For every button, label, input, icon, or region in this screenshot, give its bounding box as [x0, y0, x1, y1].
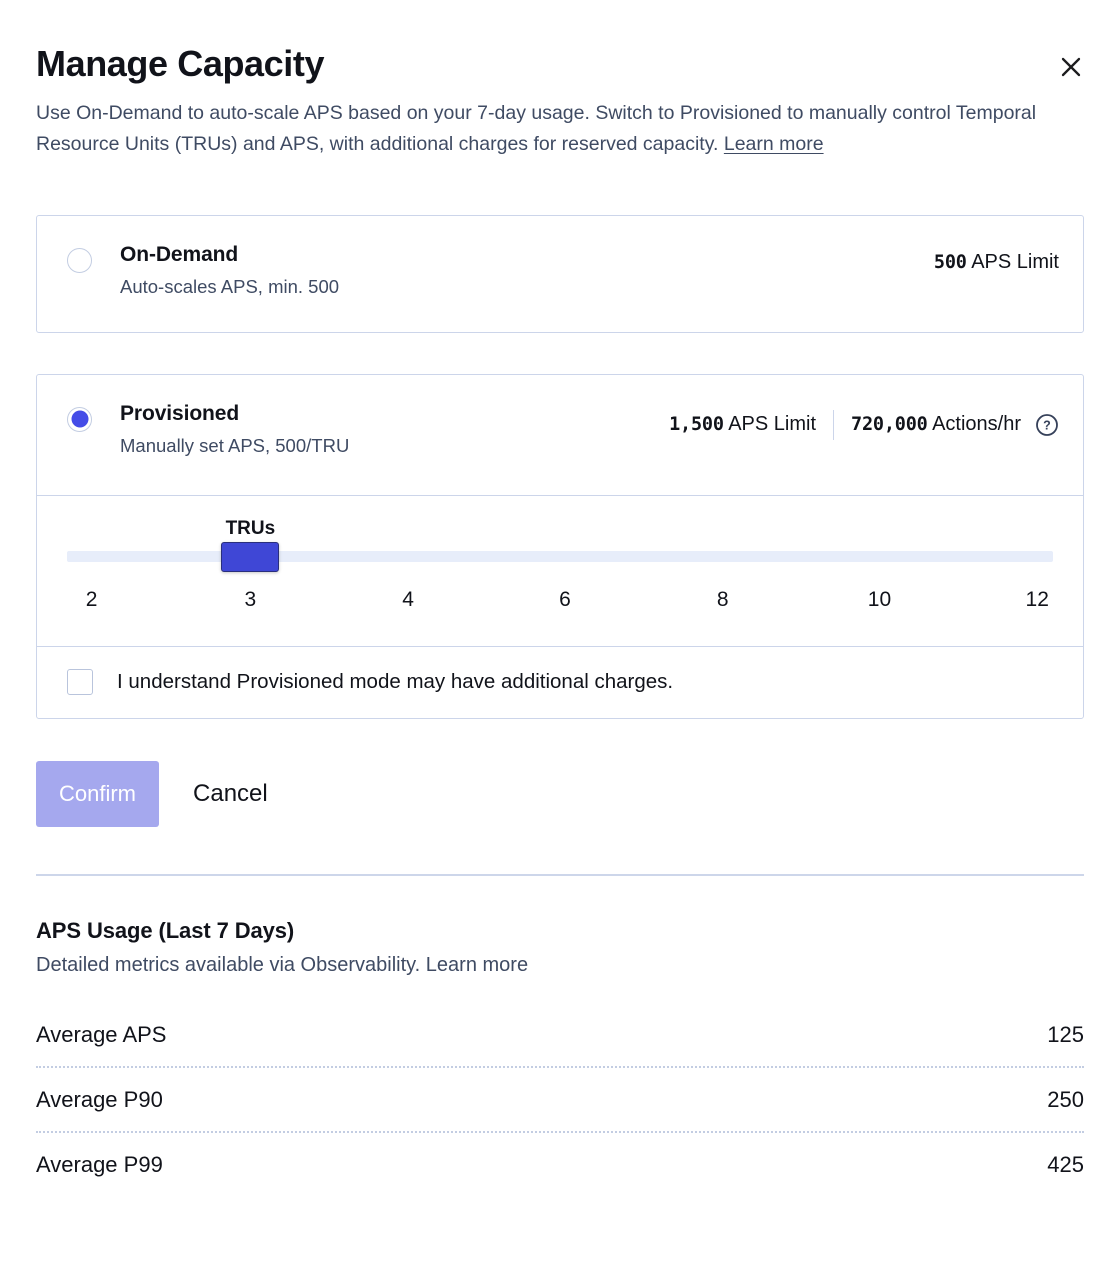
- provisioned-actions-value: 720,000: [851, 414, 928, 436]
- on-demand-aps-limit-unit: APS Limit: [966, 250, 1059, 273]
- on-demand-text: On-Demand Auto-scales APS, min. 500: [120, 242, 934, 300]
- tru-slider[interactable]: [67, 541, 1053, 572]
- on-demand-subtitle: Auto-scales APS, min. 500: [120, 276, 340, 297]
- provisioned-aps-limit-unit: APS Limit: [723, 413, 817, 436]
- slider-tick-2: 2: [85, 587, 98, 611]
- tru-slider-label: TRUs: [225, 517, 276, 539]
- provisioned-meta: 1,500 APS Limit 720,000 Actions/hr ?: [669, 409, 1059, 440]
- provisioned-actions-unit: Actions/hr: [927, 413, 1021, 436]
- metric-name: Average P90: [36, 1086, 163, 1112]
- slider-tick-6: 6: [559, 587, 571, 611]
- usage-learn-more-link[interactable]: Learn more: [425, 954, 529, 977]
- radio-on-demand[interactable]: [67, 247, 92, 273]
- on-demand-aps-limit: 500 APS Limit: [934, 251, 1059, 274]
- on-demand-aps-limit-value: 500: [933, 251, 967, 273]
- slider-thumb[interactable]: [221, 541, 280, 572]
- provisioned-text: Provisioned Manually set APS, 500/TRU: [120, 401, 669, 459]
- metric-name: Average P99: [36, 1151, 163, 1177]
- usage-section-subtitle: Detailed metrics available via Observabi…: [36, 954, 1084, 977]
- tru-slider-panel: TRUs 2 3 4 6 8 10 12: [37, 494, 1083, 646]
- learn-more-link[interactable]: Learn more: [723, 133, 824, 156]
- provisioned-subtitle: Manually set APS, 500/TRU: [120, 435, 350, 456]
- provisioned-aps-limit-value: 1,500: [669, 414, 724, 436]
- slider-track[interactable]: [67, 551, 1053, 563]
- on-demand-label: On-Demand: [120, 242, 239, 266]
- on-demand-row: On-Demand Auto-scales APS, min. 500 500 …: [37, 216, 1083, 332]
- help-circle-icon[interactable]: ?: [1035, 413, 1059, 437]
- slider-tick-8: 8: [716, 587, 729, 611]
- close-icon[interactable]: [1058, 54, 1084, 80]
- table-row: Average APS 125: [36, 1003, 1084, 1066]
- option-card-provisioned[interactable]: Provisioned Manually set APS, 500/TRU 1,…: [36, 373, 1084, 720]
- description-text: Use On-Demand to auto-scale APS based on…: [36, 101, 1037, 156]
- dialog-actions: Confirm Cancel: [36, 761, 1084, 828]
- section-divider: [36, 874, 1084, 877]
- slider-tick-3: 3: [244, 587, 257, 611]
- dialog-description: Use On-Demand to auto-scale APS based on…: [36, 98, 1084, 161]
- meta-divider: [833, 409, 835, 440]
- svg-text:?: ?: [1043, 418, 1051, 432]
- provisioned-row: Provisioned Manually set APS, 500/TRU 1,…: [37, 375, 1083, 495]
- provisioned-aps-limit: 1,500 APS Limit: [669, 413, 816, 436]
- slider-tick-10: 10: [867, 587, 892, 611]
- confirm-button[interactable]: Confirm: [36, 761, 160, 828]
- provisioned-actions-hr: 720,000 Actions/hr: [851, 413, 1021, 436]
- usage-metrics-list: Average APS 125 Average P90 250 Average …: [36, 1003, 1084, 1196]
- metric-value: 250: [1047, 1086, 1084, 1112]
- acknowledgement-checkbox[interactable]: [67, 669, 93, 696]
- provisioned-label: Provisioned: [120, 401, 240, 425]
- table-row: Average P99 425: [36, 1131, 1084, 1196]
- metric-value: 425: [1047, 1151, 1084, 1177]
- acknowledgement-row[interactable]: I understand Provisioned mode may have a…: [37, 645, 1083, 719]
- slider-tick-12: 12: [1025, 587, 1049, 611]
- on-demand-meta: 500 APS Limit: [934, 251, 1059, 274]
- tru-slider-label-row: TRUs: [67, 496, 1053, 539]
- cancel-button[interactable]: Cancel: [193, 780, 268, 808]
- usage-subtitle-text: Detailed metrics available via Observabi…: [36, 954, 426, 977]
- acknowledgement-label: I understand Provisioned mode may have a…: [117, 669, 674, 693]
- table-row: Average P90 250: [36, 1066, 1084, 1131]
- dialog-header: Manage Capacity: [36, 0, 1084, 84]
- slider-tick-4: 4: [402, 587, 414, 611]
- page-title: Manage Capacity: [36, 43, 325, 84]
- metric-name: Average APS: [36, 1021, 167, 1047]
- usage-section-title: APS Usage (Last 7 Days): [36, 918, 295, 944]
- option-card-on-demand[interactable]: On-Demand Auto-scales APS, min. 500 500 …: [36, 214, 1084, 333]
- radio-provisioned[interactable]: [67, 406, 92, 432]
- slider-tick-labels: 2 3 4 6 8 10 12: [67, 588, 1053, 624]
- metric-value: 125: [1047, 1021, 1084, 1047]
